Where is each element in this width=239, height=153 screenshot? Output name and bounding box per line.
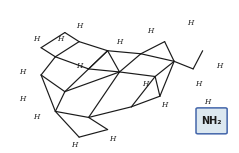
Text: H: H: [116, 38, 123, 46]
Text: H: H: [147, 27, 154, 35]
Text: H: H: [216, 62, 223, 70]
Text: H: H: [204, 98, 211, 106]
Text: H: H: [71, 141, 77, 149]
Text: NH₂: NH₂: [201, 116, 222, 126]
Text: H: H: [76, 22, 82, 30]
Text: H: H: [19, 95, 25, 103]
FancyBboxPatch shape: [196, 108, 227, 134]
Text: H: H: [19, 68, 25, 76]
Text: H: H: [33, 113, 39, 121]
Text: H: H: [162, 101, 168, 109]
Text: H: H: [76, 62, 82, 70]
Text: H: H: [142, 80, 149, 88]
Text: H: H: [109, 135, 116, 143]
Text: H: H: [188, 19, 194, 27]
Text: H: H: [57, 35, 63, 43]
Text: H: H: [195, 80, 201, 88]
Text: H: H: [33, 35, 39, 43]
